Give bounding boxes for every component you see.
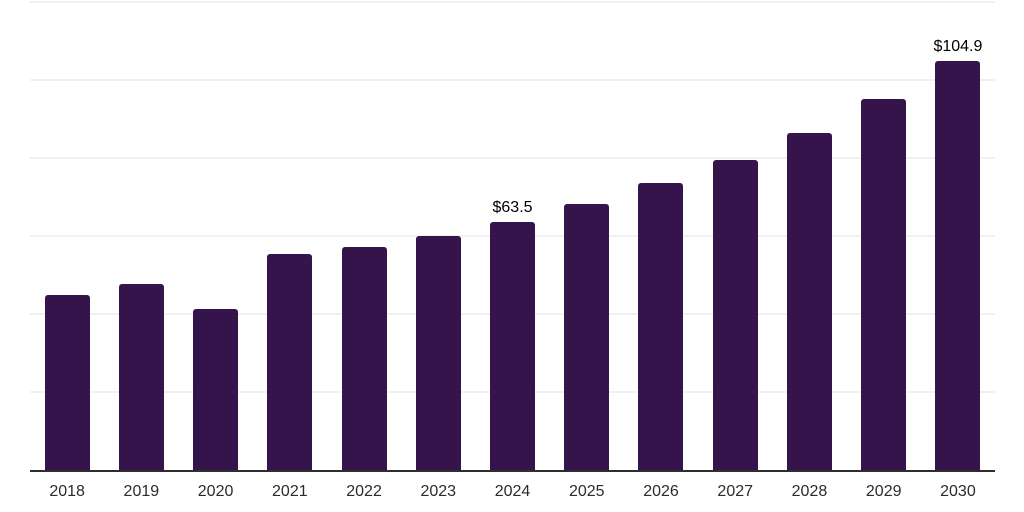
bar-band-2026 (624, 2, 698, 470)
x-axis-label-2024: 2024 (494, 483, 531, 500)
bar-2030 (935, 60, 981, 470)
bar-2022 (341, 247, 387, 470)
bar-band-2019 (104, 2, 178, 470)
bar-band-2022 (327, 2, 401, 470)
bar-2021 (267, 254, 313, 470)
bar-band-2023 (401, 2, 475, 470)
x-axis-label-2027: 2027 (717, 483, 754, 500)
bar-band-2029 (847, 2, 921, 470)
bar-2019 (118, 284, 164, 470)
bar-band-2020 (178, 2, 252, 470)
bar-band-2018 (30, 2, 104, 470)
bar-2020 (193, 309, 239, 470)
x-axis-label-2019: 2019 (123, 483, 160, 500)
x-axis-label-2028: 2028 (791, 483, 828, 500)
x-axis-label-2018: 2018 (49, 483, 85, 500)
bar-2018 (44, 295, 90, 470)
bar-2027 (712, 160, 758, 470)
x-axis-label-2022: 2022 (346, 483, 382, 500)
bar-band-2025 (550, 2, 624, 470)
x-axis-label-2030: 2030 (940, 483, 976, 500)
plot-area: $63.5 $104.9 (30, 1, 995, 470)
bar-value-label-2030: $104.9 (933, 37, 983, 55)
bar-band-2028 (772, 2, 846, 470)
x-axis-label-2021: 2021 (272, 483, 308, 500)
x-axis-label-2020: 2020 (197, 483, 234, 500)
bar-band-2021 (253, 2, 327, 470)
bar-2025 (564, 203, 610, 470)
bar-2023 (415, 236, 461, 470)
x-axis-label-2026: 2026 (643, 483, 679, 500)
x-axis-label-2023: 2023 (420, 483, 457, 500)
x-axis-label-2025: 2025 (568, 483, 605, 500)
bar-2026 (638, 183, 684, 470)
bar-band-2024: $63.5 (475, 2, 549, 470)
x-axis-label-2029: 2029 (865, 483, 902, 500)
bar-2024 (490, 222, 536, 470)
x-axis-line (30, 470, 995, 472)
bar-2029 (861, 98, 907, 470)
bar-value-label-2024: $63.5 (492, 199, 533, 217)
bar-2028 (786, 132, 832, 470)
x-axis-labels: 2018 2019 2020 2021 2022 2023 2024 2025 2026 2027… (30, 472, 995, 510)
bar-band-2030: $104.9 (921, 2, 995, 470)
bar-band-2027 (698, 2, 772, 470)
bar-series: $63.5 $104.9 (30, 2, 995, 470)
